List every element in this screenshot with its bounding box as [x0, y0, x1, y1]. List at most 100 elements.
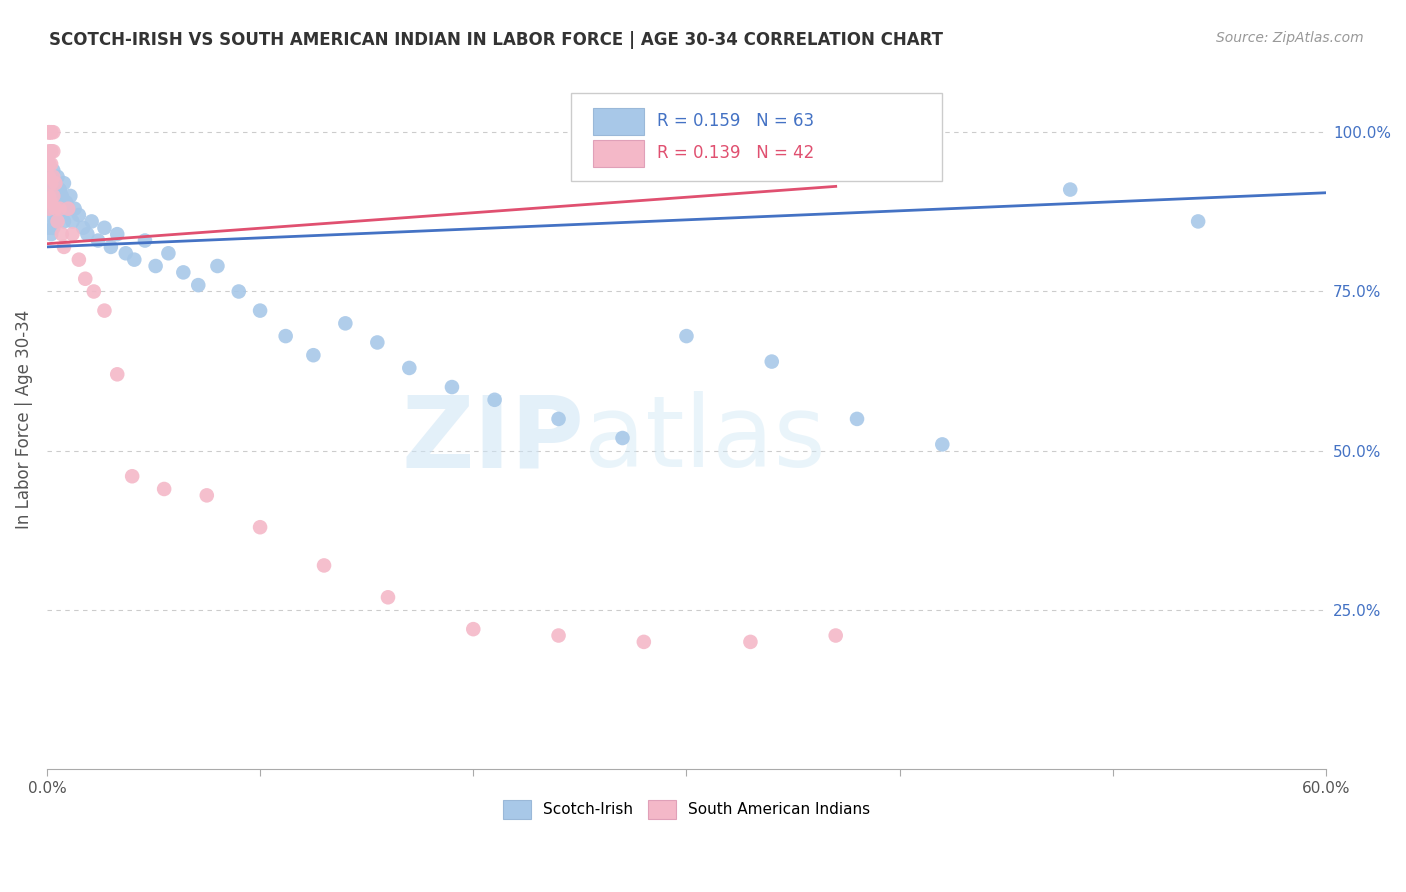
Point	[38, 176, 60, 190]
Point	[46, 214, 69, 228]
Point	[195, 488, 218, 502]
Point	[157, 246, 180, 260]
Text: SCOTCH-IRISH VS SOUTH AMERICAN INDIAN IN LABOR FORCE | AGE 30-34 CORRELATION CHA: SCOTCH-IRISH VS SOUTH AMERICAN INDIAN IN…	[49, 31, 943, 49]
Point	[39, 176, 62, 190]
Point	[46, 189, 69, 203]
Point	[38, 145, 60, 159]
Y-axis label: In Labor Force | Age 30-34: In Labor Force | Age 30-34	[15, 310, 32, 529]
Point	[39, 189, 62, 203]
Point	[39, 227, 62, 242]
Point	[39, 195, 62, 210]
Point	[1187, 214, 1209, 228]
Point	[612, 431, 634, 445]
Point	[93, 303, 115, 318]
Point	[105, 227, 128, 242]
Point	[63, 202, 86, 216]
Point	[124, 252, 146, 267]
Point	[48, 202, 70, 216]
Point	[51, 189, 73, 203]
Point	[463, 622, 485, 636]
Point	[83, 285, 105, 299]
Text: R = 0.139   N = 42: R = 0.139 N = 42	[657, 145, 814, 162]
Point	[38, 125, 60, 139]
Point	[547, 628, 569, 642]
Point	[87, 234, 110, 248]
Point	[38, 125, 60, 139]
Point	[62, 227, 84, 242]
Point	[42, 202, 65, 216]
Point	[46, 208, 69, 222]
FancyBboxPatch shape	[593, 140, 644, 167]
Point	[48, 183, 70, 197]
Point	[114, 246, 136, 260]
Point	[440, 380, 463, 394]
Point	[105, 368, 128, 382]
Point	[44, 195, 66, 210]
Point	[80, 214, 103, 228]
Point	[675, 329, 697, 343]
Point	[39, 145, 62, 159]
Point	[38, 169, 60, 184]
Point	[38, 220, 60, 235]
Point	[51, 208, 73, 222]
Point	[207, 259, 229, 273]
Point	[153, 482, 176, 496]
Point	[134, 234, 156, 248]
Point	[38, 202, 60, 216]
Text: ZIP: ZIP	[401, 392, 583, 489]
Point	[38, 157, 60, 171]
Point	[62, 214, 84, 228]
Point	[38, 125, 60, 139]
Point	[44, 176, 66, 190]
Legend: Scotch-Irish, South American Indians: Scotch-Irish, South American Indians	[496, 794, 876, 825]
Point	[335, 317, 357, 331]
Point	[52, 240, 75, 254]
Point	[274, 329, 297, 343]
Point	[42, 183, 65, 197]
Point	[42, 220, 65, 235]
Point	[55, 195, 77, 210]
Point	[39, 157, 62, 171]
Point	[42, 169, 65, 184]
Point	[633, 635, 655, 649]
Point	[72, 220, 94, 235]
Point	[52, 176, 75, 190]
Point	[187, 278, 209, 293]
Point	[44, 214, 66, 228]
Point	[48, 202, 70, 216]
FancyBboxPatch shape	[571, 93, 942, 181]
Point	[302, 348, 325, 362]
Point	[172, 265, 194, 279]
Point	[39, 208, 62, 222]
Point	[52, 214, 75, 228]
Point	[249, 303, 271, 318]
FancyBboxPatch shape	[593, 109, 644, 135]
Point	[67, 252, 90, 267]
Text: R = 0.159   N = 63: R = 0.159 N = 63	[657, 112, 814, 130]
Point	[44, 202, 66, 216]
Point	[740, 635, 762, 649]
Point	[39, 145, 62, 159]
Text: atlas: atlas	[583, 392, 825, 489]
Point	[846, 412, 869, 426]
Point	[547, 412, 569, 426]
Point	[121, 469, 143, 483]
Point	[312, 558, 335, 573]
Point	[76, 227, 98, 242]
Point	[100, 240, 122, 254]
Point	[39, 125, 62, 139]
Point	[145, 259, 167, 273]
Point	[824, 628, 846, 642]
Point	[46, 169, 69, 184]
Point	[228, 285, 250, 299]
Point	[39, 169, 62, 184]
Point	[377, 591, 399, 605]
Point	[38, 189, 60, 203]
Point	[58, 202, 80, 216]
Point	[38, 202, 60, 216]
Point	[931, 437, 953, 451]
Point	[484, 392, 506, 407]
Point	[249, 520, 271, 534]
Point	[59, 189, 82, 203]
Point	[42, 145, 65, 159]
